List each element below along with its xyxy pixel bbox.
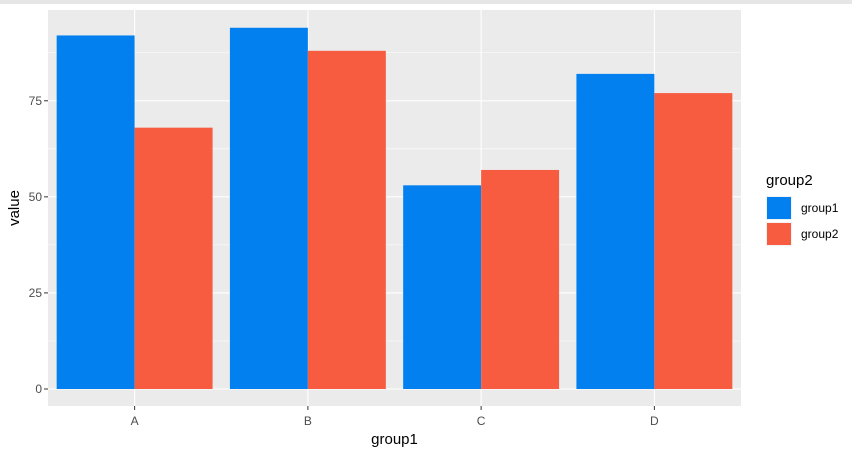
y-axis-title: value [6,190,23,226]
bar-group1-D [576,73,655,390]
legend-title: group2 [766,172,813,189]
legend-key-group1 [767,197,791,219]
bar-group2-A [134,127,213,390]
bar-group2-D [654,93,733,390]
legend-label-group2: group2 [801,227,839,241]
bar-group1-A [56,35,135,389]
legend-key-group2 [767,223,791,245]
y-tick-label: 0 [35,382,42,396]
x-tick-label: D [650,414,659,428]
y-axis-ticks: 0 25 50 75 [29,94,48,396]
y-tick-label: 25 [29,286,43,300]
y-tick-label: 50 [29,190,43,204]
bar-group1-C [403,185,482,389]
bar-group2-C [481,169,560,389]
x-axis-ticks: A B C D [131,406,659,428]
legend: group2 group1 group2 [766,172,839,246]
legend-label-group1: group1 [801,201,839,215]
x-tick-label: A [131,414,139,428]
top-border [0,0,852,4]
y-tick-label: 75 [29,94,43,108]
x-axis-title: group1 [371,431,418,448]
bar-group2-B [307,50,386,389]
bars [56,27,733,390]
x-tick-label: B [304,414,312,428]
x-tick-label: C [477,414,486,428]
bar-group1-B [229,27,308,390]
